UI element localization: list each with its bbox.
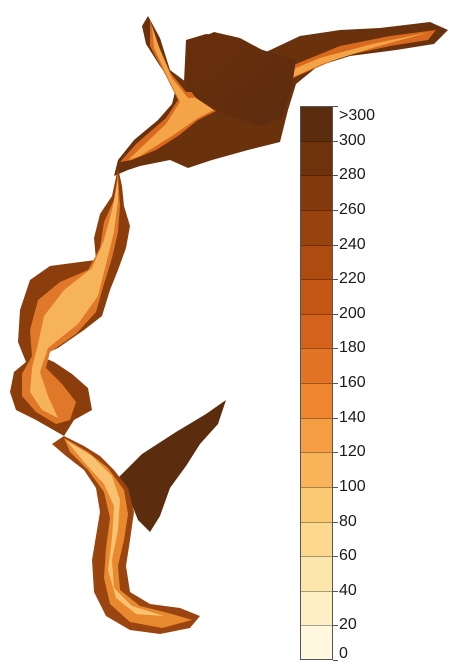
dark-basin-north	[184, 34, 296, 126]
dark-arm-southeast	[118, 400, 226, 532]
river-thalweg-middle	[30, 180, 118, 418]
river-thalweg-lower	[66, 440, 164, 616]
river-thalweg-northeast	[128, 26, 430, 160]
river-channel-lower	[64, 438, 192, 628]
river-lower	[52, 436, 200, 634]
